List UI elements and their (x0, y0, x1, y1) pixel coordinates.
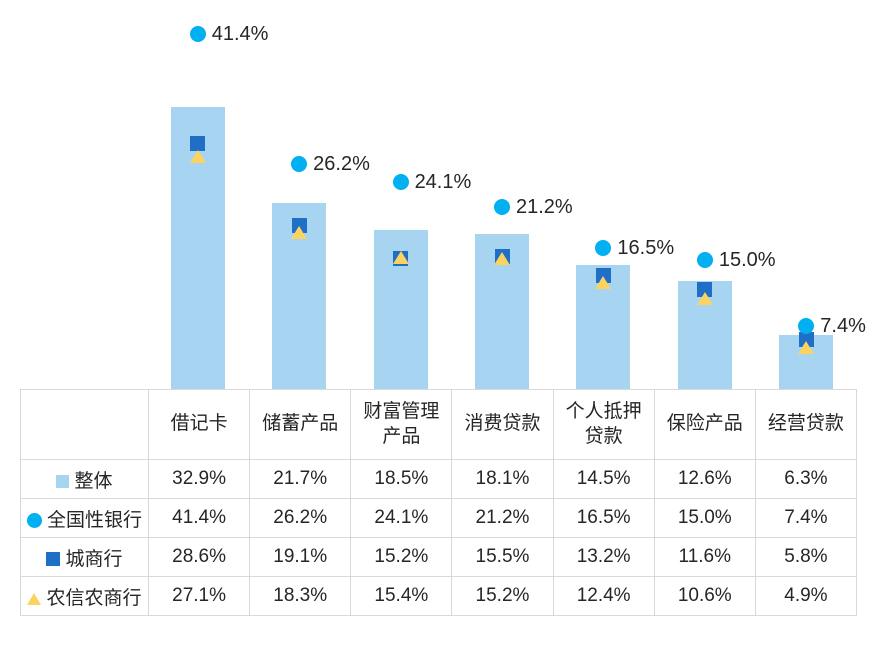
row-label: 农信农商行 (46, 587, 142, 609)
value-cell: 16.5% (552, 498, 655, 538)
value-cell: 18.5% (350, 459, 453, 499)
rural-bank-point (392, 250, 409, 264)
national-bank-point (392, 174, 409, 191)
square-light-legend-icon (56, 474, 70, 488)
national-bank-data-label: 26.2% (313, 153, 370, 176)
column-header-cell: 储蓄产品 (249, 389, 352, 460)
value-cell: 13.2% (552, 537, 655, 577)
value-cell: 5.8% (754, 537, 858, 577)
table-row: 农信农商行 27.1% 18.3% 15.4% 15.2% 12.4% 10.6% 4.9% (20, 576, 858, 616)
value-cell: 18.3% (249, 576, 352, 616)
value-cell: 24.1% (350, 498, 453, 538)
national-bank-data-label: 41.4% (211, 23, 269, 46)
data-table: 借记卡 储蓄产品 财富管理 产品 消费贷款 个人抵押 贷款 保险产品 经营贷款整体 32.9%… (20, 389, 858, 616)
rural-bank-point (696, 291, 713, 305)
rural-bank-point (595, 276, 612, 290)
triangle-legend-icon (27, 592, 42, 605)
value-cell: 10.6% (653, 576, 756, 616)
rural-bank-point (189, 150, 206, 164)
value-cell: 12.6% (653, 459, 756, 499)
national-bank-point (189, 26, 206, 43)
value-cell: 11.6% (653, 537, 756, 577)
city-bank-point (190, 136, 206, 152)
national-bank-data-label: 24.1% (414, 171, 472, 194)
value-cell: 6.3% (754, 459, 858, 499)
value-cell: 12.4% (552, 576, 655, 616)
national-bank-data-label: 7.4% (820, 314, 866, 337)
national-bank-point (494, 199, 510, 216)
column-header-cell: 个人抵押 贷款 (552, 389, 655, 460)
column-header-cell: 借记卡 (147, 389, 251, 460)
rural-bank-point (494, 252, 510, 266)
circle-legend-icon (26, 512, 42, 528)
value-cell: 21.7% (249, 459, 352, 499)
value-cell: 18.1% (451, 459, 554, 499)
column-header-cell: 财富管理 产品 (350, 389, 453, 460)
row-label: 整体 (74, 470, 113, 492)
column-header-cell: 消费贷款 (451, 389, 554, 460)
row-label-cell: 农信农商行 (20, 576, 149, 616)
square-legend-icon (46, 551, 61, 566)
national-bank-point (595, 239, 612, 256)
table-row: 城商行 28.6% 19.1% 15.2% 15.5% 13.2% 11.6% 5.8% (20, 537, 858, 577)
value-cell: 15.4% (350, 576, 453, 616)
value-cell: 15.2% (350, 537, 453, 577)
column-header-cell: 经营贷款 (754, 389, 858, 460)
value-cell: 21.2% (451, 498, 554, 538)
row-label: 城商行 (65, 548, 123, 570)
value-cell: 19.1% (249, 537, 352, 577)
national-bank-point (798, 317, 815, 334)
national-bank-data-label: 15.0% (718, 249, 776, 272)
value-cell: 15.2% (451, 576, 554, 616)
value-cell: 15.5% (451, 537, 554, 577)
column-header-cell: 保险产品 (653, 389, 756, 460)
value-cell: 15.0% (653, 498, 756, 538)
table-corner-cell (20, 389, 149, 460)
value-cell: 26.2% (249, 498, 352, 538)
value-cell: 7.4% (754, 498, 858, 538)
value-cell: 41.4% (147, 498, 251, 538)
national-bank-data-label: 21.2% (516, 196, 573, 219)
value-cell: 14.5% (552, 459, 655, 499)
rural-bank-point (798, 340, 815, 354)
national-bank-point (291, 156, 308, 173)
table-header-row: 借记卡 储蓄产品 财富管理 产品 消费贷款 个人抵押 贷款 保险产品 经营贷款 (20, 389, 858, 460)
rural-bank-point (291, 225, 308, 239)
row-label-cell: 城商行 (20, 537, 149, 577)
row-label: 全国性银行 (46, 509, 142, 531)
table-row: 全国性银行 41.4% 26.2% 24.1% 21.2% 16.5% 15.0% 7.4% (20, 498, 858, 538)
value-cell: 4.9% (754, 576, 858, 616)
row-label-cell: 全国性银行 (20, 498, 149, 538)
value-cell: 32.9% (147, 459, 251, 499)
national-bank-point (696, 252, 713, 269)
value-cell: 28.6% (147, 537, 251, 577)
value-cell: 27.1% (147, 576, 251, 616)
table-row: 整体 32.9% 21.7% 18.5% 18.1% 14.5% 12.6% 6.3% (20, 459, 858, 499)
national-bank-data-label: 16.5% (617, 236, 675, 259)
row-label-cell: 整体 (20, 459, 149, 499)
